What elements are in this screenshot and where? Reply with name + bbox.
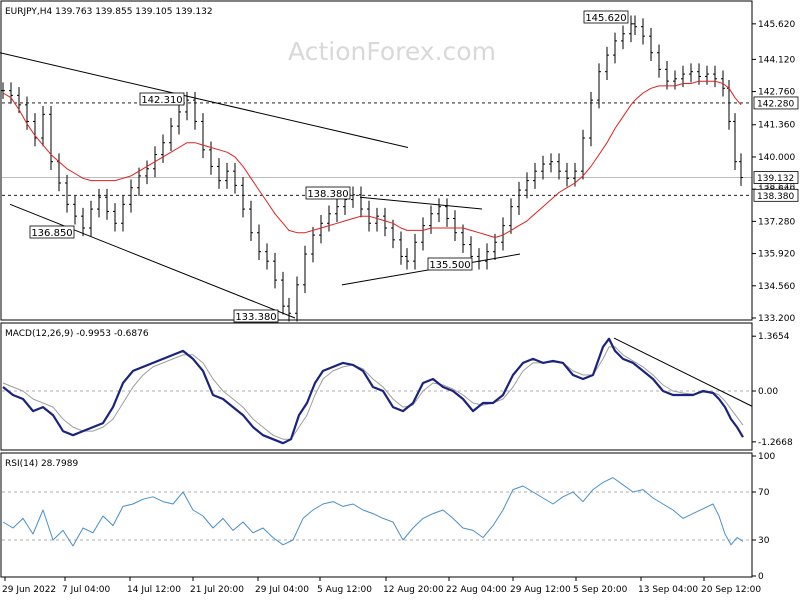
watermark: ActionForex.com <box>288 37 496 66</box>
x-tick-label: 7 Jul 04:00 <box>62 585 111 595</box>
price-annotation-label: 142.310 <box>141 95 182 106</box>
x-tick-label: 5 Aug 12:00 <box>317 585 372 595</box>
price-annotation-box <box>233 309 279 323</box>
level-tag-box <box>753 96 799 110</box>
y-tick-label: 140.000 <box>758 153 795 163</box>
level-tag-box <box>753 188 799 202</box>
x-tick-label: 29 Jun 2022 <box>2 585 56 595</box>
y-tick-label: -1.2668 <box>758 438 793 448</box>
level-tag-label: 142.280 <box>757 99 794 109</box>
price-panel-frame <box>0 0 753 321</box>
macd-line <box>2 337 744 445</box>
macd-signal-line <box>2 346 744 440</box>
x-tick-label: 12 Aug 20:00 <box>383 585 444 595</box>
price-annotation-label: 136.850 <box>31 228 72 239</box>
level-tag-label: 138.380 <box>757 192 794 202</box>
y-tick-label: 30 <box>758 536 770 546</box>
price-annotation-label: 138.380 <box>307 189 348 200</box>
macd-panel: 1.3654 0.00 -1.2668 <box>2 332 793 448</box>
macd-panel-title: MACD(12,26,9) -0.9953 -0.6876 <box>5 329 149 339</box>
y-tick-label: 142.760 <box>758 88 795 98</box>
price-annotation-label: 145.620 <box>585 13 626 24</box>
y-tick-label: 70 <box>758 488 770 498</box>
y-tick-label: 141.360 <box>758 121 795 131</box>
price-annotation-box <box>427 257 473 271</box>
y-tick-label: 144.120 <box>758 55 795 65</box>
x-tick-label: 29 Aug 12:00 <box>510 585 571 595</box>
macd-trendline <box>613 337 753 407</box>
price-annotation-box <box>29 225 75 239</box>
x-tick-label: 13 Sep 04:00 <box>638 585 698 595</box>
y-tick-label: 134.560 <box>758 282 795 292</box>
x-tick-label: 22 Aug 04:00 <box>446 585 507 595</box>
x-tick-label: 29 Jul 04:00 <box>255 585 309 595</box>
price-annotation-box <box>583 10 629 24</box>
moving-average-line <box>2 80 742 238</box>
price-annotation-label: 133.380 <box>235 312 276 323</box>
y-tick-label: 100 <box>758 452 775 462</box>
level-tag-label: 139.132 <box>757 174 794 184</box>
price-panel-title: EURJPY,H4 139.763 139.855 139.105 139.13… <box>5 7 213 17</box>
y-tick-label: 133.200 <box>758 314 795 324</box>
x-tick-label: 21 Jul 20:00 <box>190 585 244 595</box>
price-annotation-box <box>139 92 185 106</box>
macd-panel-frame <box>0 322 753 451</box>
y-tick-label: 137.280 <box>758 217 795 227</box>
trendline <box>359 196 483 210</box>
y-tick-label: 145.620 <box>758 20 795 30</box>
y-tick-label: 0 <box>758 572 764 582</box>
price-panel: 145.620 144.120 142.760 141.360 140.000 138.6… <box>0 10 799 324</box>
rsi-panel-title: RSI(14) 28.7989 <box>5 459 78 469</box>
y-tick-label: 135.920 <box>758 250 795 260</box>
y-tick-label: 0.00 <box>758 387 778 397</box>
y-tick-label: 1.3654 <box>758 332 790 342</box>
trendline <box>0 52 409 148</box>
rsi-panel: 100 70 30 0 <box>2 452 775 582</box>
time-axis: 29 Jun 2022 7 Jul 04:00 14 Jul 12:00 21 Jul… <box>2 577 761 595</box>
x-tick-label: 14 Jul 12:00 <box>127 585 181 595</box>
rsi-panel-frame <box>0 452 753 578</box>
overlapped-tick-label: 138.640 <box>758 183 795 193</box>
level-tag-box <box>753 171 799 184</box>
price-annotation-box <box>305 186 351 200</box>
x-tick-label: 20 Sep 12:00 <box>701 585 761 595</box>
price-annotation-label: 135.500 <box>429 260 470 271</box>
trendline <box>9 203 296 319</box>
x-tick-label: 5 Sep 20:00 <box>573 585 628 595</box>
rsi-line <box>2 477 744 547</box>
